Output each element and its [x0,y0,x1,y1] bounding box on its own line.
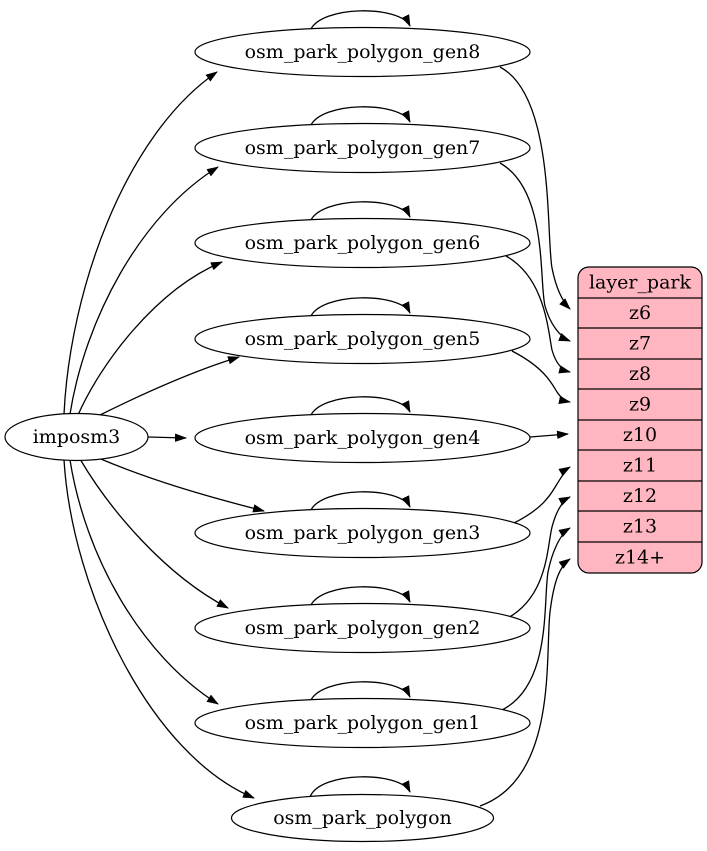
edges-tables-to-layer [479,66,571,807]
self-loop-gen5 [309,297,411,319]
table-ellipse-gen3 [194,507,531,559]
layer-row-z12: z12 [623,485,657,507]
imposm3-label: imposm3 [33,426,121,448]
self-loop-gen8 [309,10,411,32]
edge-gen4-z10 [529,430,569,440]
self-loop-gen6 [309,201,411,223]
edge-imposm3-polygon [63,459,255,799]
edge-imposm3-gen7 [69,166,219,415]
self-loop-gen7 [309,106,411,128]
edge-polygon-z14 [479,558,571,807]
table-label-gen7: osm_park_polygon_gen7 [245,137,481,159]
self-loop-gen1 [309,681,411,703]
edge-gen8-z6 [499,66,571,310]
edge-imposm3-gen4 [147,433,187,442]
layer-row-z9: z9 [629,394,651,416]
layer-row-z14: z14+ [615,547,665,569]
table-node-gen7: osm_park_polygon_gen7 [194,122,531,174]
table-ellipse-gen7 [194,122,531,174]
layer-row-z8: z8 [629,363,651,385]
table-label-gen6: osm_park_polygon_gen6 [245,232,481,254]
table-ellipse-polygon [230,793,495,843]
table-label-gen5: osm_park_polygon_gen5 [245,328,481,350]
self-loop-gen3 [309,491,411,513]
edge-imposm3-gen3 [95,456,265,513]
layer-row-z10: z10 [623,424,657,446]
edges-imposm3-to-tables [63,71,265,799]
layer-row-z6: z6 [629,302,651,324]
table-node-gen8: osm_park_polygon_gen8 [194,26,531,78]
edge-gen1-z13 [499,527,571,712]
table-ellipse-gen4 [194,412,531,464]
table-ellipse-gen6 [194,217,531,269]
edge-gen5-z9 [511,350,571,404]
table-ellipse-gen1 [194,697,531,749]
edge-imposm3-gen1 [69,459,219,705]
edge-gen6-z8 [505,255,571,374]
edge-gen2-z12 [505,496,571,620]
table-node-gen4: osm_park_polygon_gen4 [194,412,531,464]
table-ellipse-gen2 [194,602,531,654]
table-label-gen3: osm_park_polygon_gen3 [245,522,481,544]
layer-row-z7: z7 [629,333,651,355]
imposm3-ellipse [4,412,149,462]
self-loop-gen4 [309,396,411,418]
table-ellipse-gen8 [194,26,531,78]
layer-row-z11: z11 [623,455,657,477]
table-node-gen5: osm_park_polygon_gen5 [194,313,531,365]
edge-gen7-z7 [499,162,571,342]
layer-park-title: layer_park [589,272,692,294]
imposm3-node: imposm3 [4,412,149,462]
layer-park-node: layer_park z6 z7 z8 z9 z10 z11 z12 z13 z… [577,266,703,574]
table-node-polygon: osm_park_polygon [230,793,495,843]
table-ellipse-gen5 [194,313,531,365]
edge-gen3-z11 [511,466,571,525]
table-label-gen2: osm_park_polygon_gen2 [245,617,481,639]
table-node-gen6: osm_park_polygon_gen6 [194,217,531,269]
edge-imposm3-gen8 [63,71,218,415]
table-node-gen3: osm_park_polygon_gen3 [194,507,531,559]
layer-row-z13: z13 [623,516,657,538]
self-loop-edges [309,10,411,798]
table-label-gen4: osm_park_polygon_gen4 [245,427,481,449]
table-label-gen8: osm_park_polygon_gen8 [245,41,481,63]
table-node-gen2: osm_park_polygon_gen2 [194,602,531,654]
self-loop-gen2 [309,586,411,608]
table-label-polygon: osm_park_polygon [273,807,452,829]
edge-imposm3-gen5 [95,356,240,418]
edge-imposm3-gen2 [79,458,229,609]
edge-imposm3-gen6 [77,261,223,416]
table-label-gen1: osm_park_polygon_gen1 [245,712,481,734]
table-node-gen1: osm_park_polygon_gen1 [194,697,531,749]
self-loop-polygon [309,776,411,798]
